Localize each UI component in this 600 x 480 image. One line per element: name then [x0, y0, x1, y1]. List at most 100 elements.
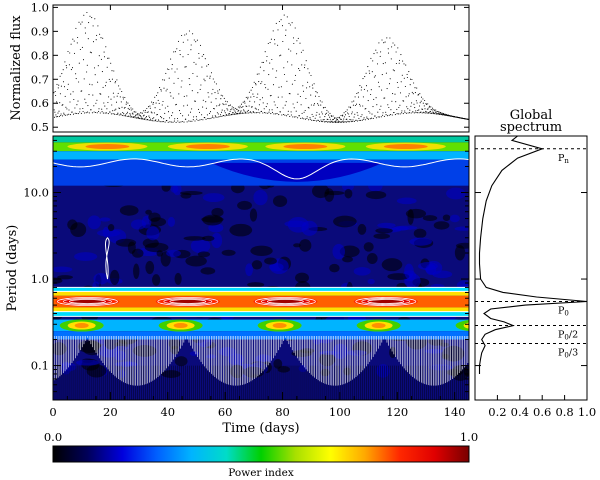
light-curve-point: [416, 87, 418, 89]
light-curve-point: [359, 85, 361, 87]
light-curve-point: [362, 105, 364, 107]
light-curve-point: [282, 107, 284, 109]
light-curve-point: [278, 20, 280, 23]
light-curve-point: [148, 119, 150, 121]
light-curve-point: [415, 110, 417, 112]
light-curve-point: [179, 49, 181, 52]
wavelet-bg-speck: [97, 229, 121, 237]
light-curve-point: [147, 119, 149, 121]
light-curve-point: [229, 104, 232, 106]
light-curve-point: [184, 34, 186, 36]
light-curve-point: [357, 92, 359, 94]
light-curve-point: [64, 61, 66, 63]
light-curve-point: [277, 96, 279, 98]
light-curve-point: [173, 82, 175, 84]
light-curve-point: [128, 108, 130, 110]
light-curve-point: [155, 119, 157, 121]
light-curve-point: [227, 113, 229, 115]
light-curve-point: [406, 73, 408, 75]
light-curve-point: [304, 64, 306, 66]
light-curve-point: [321, 113, 323, 115]
light-curve-point: [147, 106, 150, 108]
light-curve-point: [75, 73, 77, 75]
light-curve-point: [237, 113, 239, 115]
wavelet-bg-speck: [373, 233, 390, 239]
light-curve-point: [374, 75, 376, 77]
light-curve-point: [63, 86, 66, 88]
light-curve-point: [187, 114, 190, 116]
light-curve-point: [171, 68, 173, 70]
light-curve-point: [382, 63, 384, 65]
light-curve-point: [146, 107, 148, 110]
light-curve-point: [173, 51, 175, 53]
light-curve-point: [258, 104, 260, 106]
light-curve-point: [119, 96, 121, 98]
light-curve-point: [144, 118, 146, 120]
light-curve-point: [270, 38, 272, 40]
light-curve-point: [318, 104, 320, 106]
light-curve-point: [182, 56, 184, 58]
light-curve-point: [321, 101, 323, 103]
light-curve-point: [110, 62, 112, 64]
light-curve-point: [322, 121, 324, 123]
light-curve-point: [264, 51, 266, 53]
light-curve-point: [247, 96, 249, 98]
light-curve-point: [168, 117, 171, 119]
wavelet-bg-speck: [87, 215, 101, 230]
light-curve-point: [155, 94, 158, 97]
light-curve-point: [226, 108, 228, 110]
light-curve-point: [198, 111, 201, 113]
light-curve-point: [312, 119, 314, 121]
light-curve-point: [334, 121, 337, 123]
light-curve-point: [147, 111, 149, 113]
light-curve-point: [294, 79, 296, 82]
light-curve-point: [297, 37, 299, 39]
wavelet-bg-speck: [99, 217, 111, 222]
light-curve-point: [256, 73, 258, 75]
wavelet-bg-speck: [253, 189, 268, 206]
light-curve-point: [255, 83, 257, 85]
wavelet-bg-speck: [174, 356, 188, 367]
light-curve-point: [144, 109, 146, 111]
light-curve-point: [357, 96, 360, 98]
light-curve-point: [76, 112, 78, 115]
light-curve-point: [125, 114, 127, 116]
light-curve-point: [375, 49, 377, 51]
light-curve-point: [425, 103, 427, 106]
light-curve-point: [189, 120, 191, 122]
light-curve-point: [257, 109, 259, 111]
light-curve-point: [59, 93, 61, 95]
wavelet-long-patch: [85, 144, 130, 150]
light-curve-point: [67, 50, 69, 53]
light-curve-point: [280, 86, 282, 88]
light-curve-point: [210, 72, 213, 74]
light-curve-point: [396, 113, 398, 115]
light-curve-point: [402, 113, 404, 115]
light-curve-point: [243, 112, 245, 114]
light-curve-point: [414, 107, 416, 109]
light-curve-point: [172, 121, 174, 123]
wavelet-x-tick-label: 60: [218, 405, 233, 419]
light-curve-point: [233, 107, 235, 109]
light-curve-point: [302, 85, 304, 87]
light-curve-tick-label: 1.0: [31, 0, 49, 14]
light-curve-point: [301, 117, 303, 119]
light-curve-point: [367, 118, 370, 120]
light-curve-point: [411, 78, 413, 81]
light-curve-point: [229, 110, 231, 112]
light-curve-point: [223, 114, 225, 117]
wavelet-bg-speck: [425, 263, 437, 276]
light-curve-point: [54, 111, 56, 113]
light-curve-point: [120, 101, 122, 103]
light-curve-point: [298, 115, 300, 117]
wavelet-bg-speck: [185, 255, 207, 267]
light-curve-point: [208, 118, 210, 120]
light-curve-point: [97, 81, 99, 83]
light-curve-point: [244, 111, 246, 113]
wavelet-bg-speck: [132, 345, 157, 357]
wavelet-bg-speck: [250, 245, 273, 257]
light-curve-point: [53, 109, 55, 111]
light-curve-point: [211, 116, 213, 118]
light-curve-point: [163, 87, 165, 89]
light-curve-point: [338, 120, 340, 122]
